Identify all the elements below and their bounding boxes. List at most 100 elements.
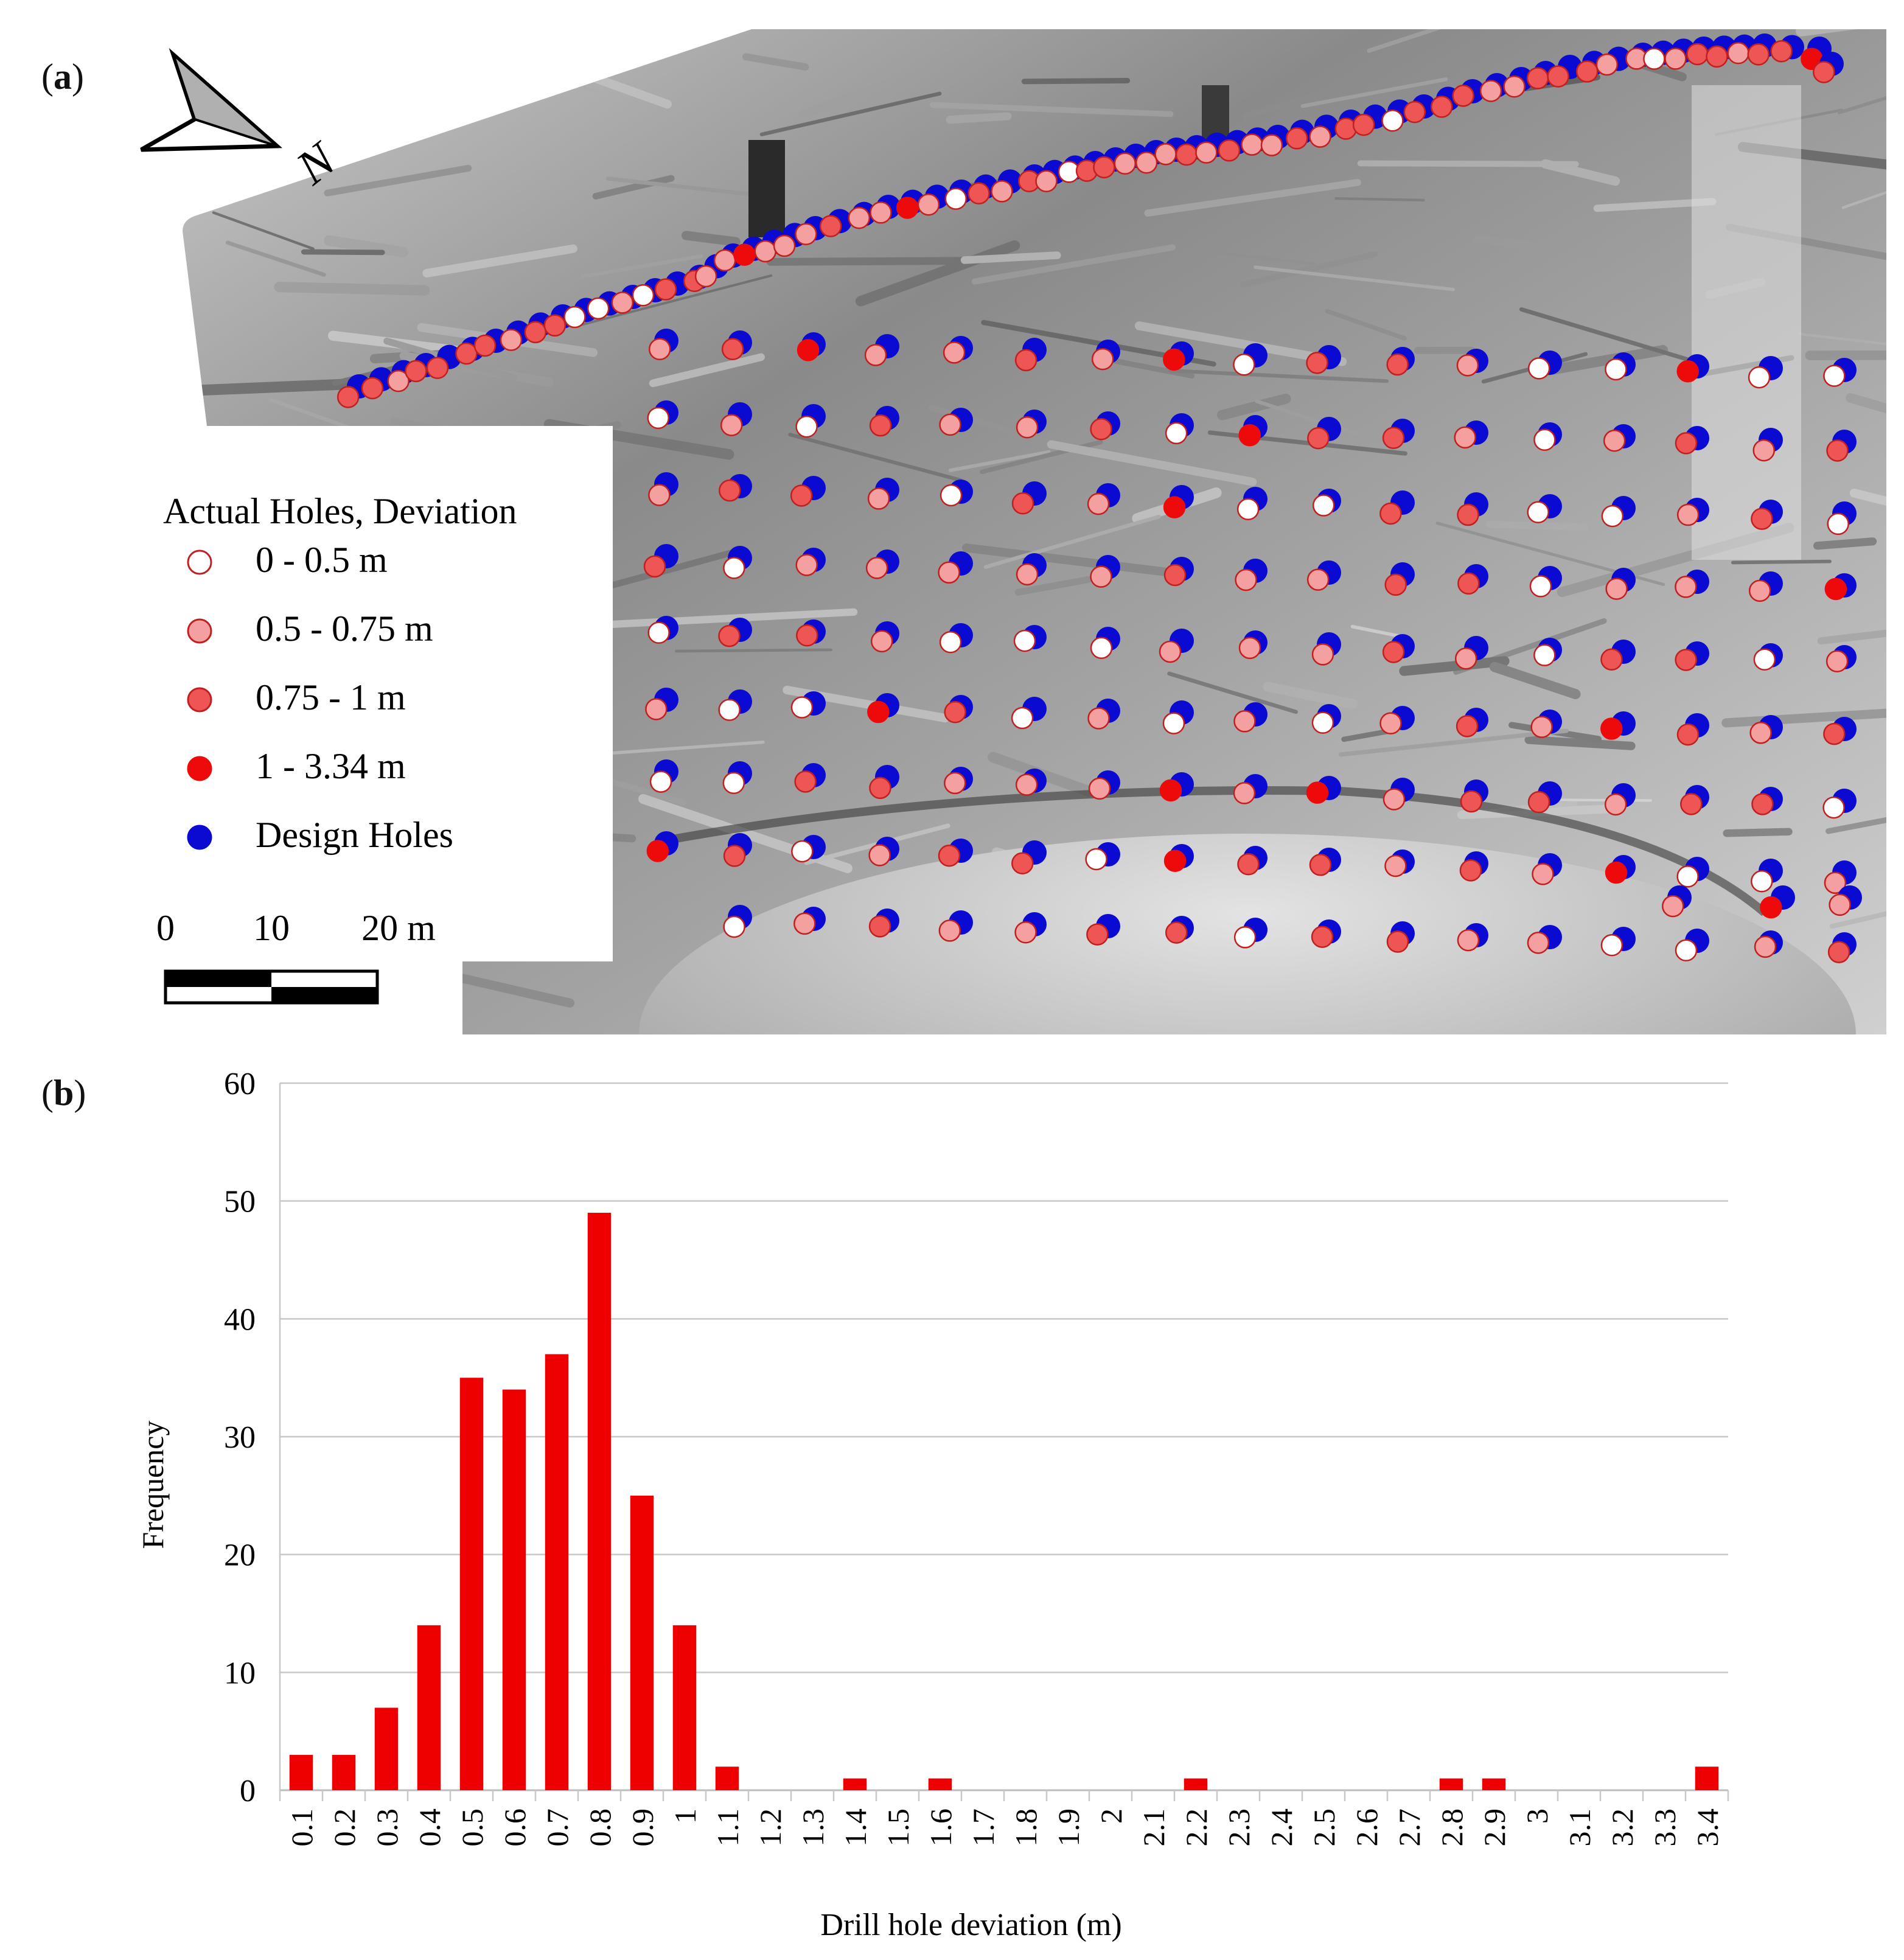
- actual-hole: [991, 181, 1012, 201]
- x-tick-label: 1.2: [753, 1808, 787, 1847]
- y-tick-label: 10: [224, 1656, 256, 1690]
- actual-hole: [946, 189, 966, 209]
- actual-hole: [1091, 419, 1112, 439]
- actual-hole: [1381, 713, 1401, 734]
- actual-hole: [1749, 581, 1770, 601]
- actual-hole: [791, 485, 812, 506]
- x-tick-label: 2.5: [1307, 1808, 1341, 1847]
- actual-hole: [1016, 775, 1037, 795]
- x-tick-label: 1.8: [1009, 1808, 1043, 1847]
- actual-hole: [1016, 922, 1036, 943]
- actual-hole: [1088, 493, 1109, 514]
- histogram-bar: [1440, 1779, 1463, 1790]
- actual-hole: [1160, 780, 1181, 801]
- actual-hole: [792, 697, 812, 718]
- actual-hole: [1313, 495, 1334, 516]
- actual-hole: [1387, 354, 1408, 375]
- x-tick-label: 2.2: [1179, 1808, 1213, 1847]
- actual-hole: [1605, 794, 1626, 815]
- actual-hole: [1752, 793, 1773, 814]
- actual-hole: [1532, 717, 1552, 738]
- actual-hole: [797, 625, 817, 646]
- actual-hole: [588, 298, 609, 319]
- histogram-bar: [503, 1390, 526, 1790]
- actual-hole: [1166, 922, 1187, 943]
- x-tick-label: 1.3: [796, 1808, 830, 1847]
- x-tick-label: 2.4: [1264, 1808, 1299, 1847]
- actual-hole: [545, 315, 565, 336]
- actual-hole: [1602, 506, 1623, 526]
- actual-hole: [649, 485, 669, 506]
- actual-hole: [719, 626, 739, 646]
- histogram-bar: [545, 1354, 569, 1790]
- actual-hole: [944, 342, 964, 363]
- actual-hole: [1826, 579, 1846, 599]
- actual-hole: [1751, 509, 1772, 529]
- actual-hole: [1382, 110, 1403, 131]
- actual-hole: [1234, 711, 1255, 731]
- legend-item-label: Design Holes: [256, 815, 453, 855]
- actual-hole: [1751, 871, 1772, 891]
- histogram-bar: [1184, 1779, 1208, 1790]
- actual-hole: [1115, 153, 1135, 174]
- actual-hole: [940, 632, 961, 652]
- histogram-bar: [290, 1755, 313, 1790]
- actual-hole: [1308, 428, 1328, 448]
- actual-hole: [1504, 76, 1525, 97]
- y-tick-label: 50: [224, 1185, 256, 1219]
- actual-hole: [1383, 641, 1404, 662]
- actual-hole: [1457, 716, 1477, 736]
- actual-hole: [362, 378, 383, 399]
- actual-hole: [1234, 783, 1255, 803]
- y-tick-label: 20: [224, 1538, 256, 1573]
- actual-hole: [1383, 428, 1404, 448]
- actual-hole: [1136, 152, 1157, 173]
- y-tick-label: 30: [224, 1420, 256, 1455]
- actual-hole: [1681, 793, 1701, 814]
- histogram-bar: [929, 1779, 952, 1790]
- actual-hole: [1827, 440, 1848, 461]
- actual-hole: [1012, 853, 1033, 874]
- histogram-bar: [630, 1496, 654, 1790]
- actual-hole: [696, 266, 716, 287]
- actual-hole: [795, 224, 816, 245]
- actual-hole: [501, 330, 521, 350]
- histogram-bar: [375, 1707, 399, 1790]
- x-tick-label: 1.6: [924, 1808, 958, 1847]
- actual-hole: [1813, 61, 1834, 82]
- actual-hole: [870, 845, 890, 865]
- legend-item-label: 0 - 0.5 m: [256, 540, 388, 580]
- scale-tick-20: 20 m: [361, 908, 436, 948]
- map-figure: N Actual Holes, Deviation 0 - 0.5 m0.5 -…: [0, 0, 1904, 1047]
- x-axis-label: Drill hole deviation (m): [820, 1908, 1121, 1942]
- actual-hole: [870, 778, 890, 798]
- actual-hole: [868, 488, 889, 509]
- actual-hole: [1606, 579, 1627, 599]
- actual-hole: [871, 631, 892, 652]
- actual-hole: [1238, 499, 1258, 520]
- actual-hole: [1017, 417, 1037, 438]
- actual-hole: [1534, 645, 1555, 666]
- actual-hole: [1036, 171, 1057, 192]
- actual-hole: [564, 307, 585, 327]
- x-tick-label: 0.8: [583, 1808, 617, 1847]
- actual-hole: [1166, 423, 1187, 444]
- actual-hole: [1164, 497, 1185, 518]
- legend-title: Actual Holes, Deviation: [163, 491, 517, 531]
- actual-hole: [797, 416, 817, 437]
- actual-hole: [1431, 96, 1452, 117]
- actual-hole: [1829, 942, 1849, 963]
- actual-hole: [1602, 935, 1622, 955]
- actual-hole: [1176, 144, 1197, 165]
- x-tick-label: 1.5: [881, 1808, 915, 1847]
- actual-hole: [1091, 638, 1112, 658]
- actual-hole: [1728, 43, 1749, 63]
- actual-hole: [1313, 713, 1333, 733]
- actual-hole: [1336, 119, 1356, 139]
- actual-hole: [1606, 862, 1627, 883]
- actual-hole: [868, 702, 888, 722]
- actual-hole: [724, 916, 745, 937]
- x-tick-label: 3.3: [1648, 1808, 1682, 1847]
- x-tick-label: 0.5: [455, 1808, 489, 1847]
